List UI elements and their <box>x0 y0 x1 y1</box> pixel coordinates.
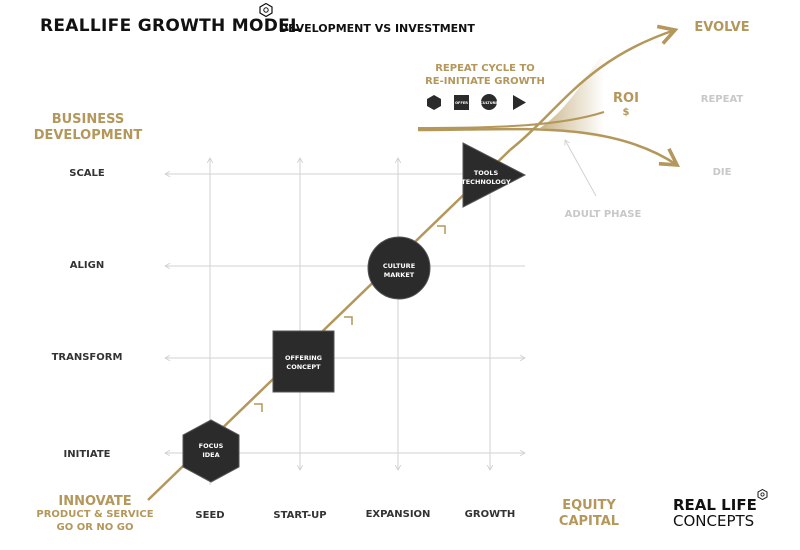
innovate-label: INNOVATE PRODUCT & SERVICE GO OR NO GO <box>36 494 154 533</box>
mini-circle-icon <box>481 94 497 110</box>
die-curve <box>417 127 681 168</box>
mini-hexagon-icon <box>427 95 441 110</box>
roi-fan <box>540 52 604 140</box>
square-offering-concept <box>272 330 335 393</box>
grid-rows <box>164 170 526 457</box>
roi-label: ROI $ <box>613 91 639 119</box>
mini-square-label: OFFER <box>455 101 468 105</box>
row-label-transform: TRANSFORM <box>51 352 123 363</box>
circle-culture-market <box>367 236 431 300</box>
column-label-expansion: EXPANSION <box>365 509 431 520</box>
growth-chevrons <box>254 225 446 412</box>
triangle-tools-technology <box>462 142 527 208</box>
repeat-line <box>417 111 605 129</box>
grid-columns <box>206 157 494 485</box>
y-axis-label: BUSINESS DEVELOPMENT <box>33 112 143 143</box>
logo-hexagon-icon <box>259 3 273 17</box>
repeat-cycle-caption: REPEAT CYCLE TO RE-INITIATE GROWTH <box>425 63 545 87</box>
stage-culture-market-label: CULTURE MARKET <box>382 262 416 279</box>
stage-offering-concept-label: OFFERING CONCEPT <box>284 354 323 371</box>
evolve-curve <box>509 24 679 151</box>
adult-phase-pointer <box>564 139 597 197</box>
cycle-icons <box>427 94 526 110</box>
brand-mark-icon <box>757 489 768 500</box>
row-label-align: ALIGN <box>69 260 105 271</box>
mini-triangle-icon <box>513 95 526 110</box>
stage-focus-idea-label: FOCUS IDEA <box>198 442 224 459</box>
adult-phase-label: ADULT PHASE <box>564 209 642 220</box>
row-label-initiate: INITIATE <box>63 449 111 460</box>
stage-tools-technology-label: TOOLS TECHNOLOGY <box>461 169 511 186</box>
page-subtitle: DEVELOPMENT VS INVESTMENT <box>279 22 475 35</box>
brand-logo: REAL LIFE CONCEPTS <box>673 496 757 530</box>
x-axis-label: EQUITY CAPITAL <box>558 498 620 529</box>
repeat-label: REPEAT <box>700 94 744 105</box>
hexagon-focus-idea <box>182 419 240 483</box>
evolve-label: EVOLVE <box>694 20 750 35</box>
die-label: DIE <box>712 167 732 178</box>
page-title: REALLIFE GROWTH MODEL <box>40 16 302 36</box>
row-label-scale: SCALE <box>69 168 105 179</box>
column-label-seed: SEED <box>195 510 225 521</box>
mini-square-icon <box>454 95 469 110</box>
mini-circle-label: CULTURE <box>480 101 498 105</box>
column-label-growth: GROWTH <box>464 509 516 520</box>
column-label-startup: START-UP <box>273 510 327 521</box>
